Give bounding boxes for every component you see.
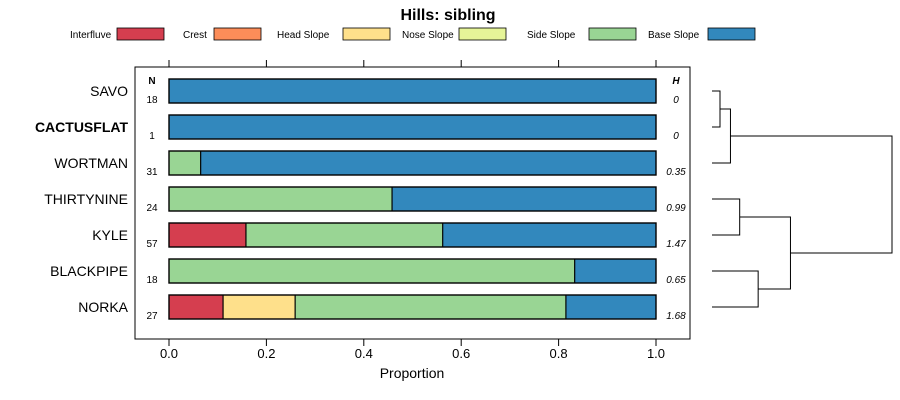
category-label-thirtynine: THIRTYNINE <box>44 191 128 207</box>
n-value-kyle: 57 <box>146 239 158 250</box>
x-tick-label: 1.0 <box>647 346 665 361</box>
category-label-blackpipe: BLACKPIPE <box>50 263 128 279</box>
h-value-savo: 0 <box>673 95 679 106</box>
bar-row-cactusflat: CACTUSFLAT 1 0 <box>35 114 679 142</box>
bar-segment-norka-interfluve <box>169 295 224 319</box>
legend-label-base-slope: Base Slope <box>648 30 700 41</box>
bar-segment-kyle-base-slope <box>442 223 656 247</box>
legend-label-side-slope: Side Slope <box>527 30 576 41</box>
h-value-thirtynine: 0.99 <box>666 203 686 214</box>
category-label-cactusflat: CACTUSFLAT <box>35 119 129 135</box>
bar-segment-thirtynine-side-slope <box>169 187 393 211</box>
x-tick-label: 0.8 <box>550 346 568 361</box>
legend-swatch-crest <box>213 27 262 41</box>
legend-swatch-base-slope <box>707 27 756 41</box>
x-tick-label: 0.0 <box>160 346 178 361</box>
bar-outline-wortman <box>168 150 657 176</box>
category-label-savo: SAVO <box>90 83 128 99</box>
dendrogram-branch <box>712 108 731 164</box>
bar-segment-wortman-base-slope <box>200 151 656 175</box>
bar-rows: SAVO 18 0 CACTUSFLAT 1 0 WORTMAN 31 0.35 THIRTYNI… <box>35 78 686 322</box>
n-value-cactusflat: 1 <box>149 131 155 142</box>
x-axis-label: Proportion <box>380 365 445 381</box>
bar-row-wortman: WORTMAN 31 0.35 <box>54 150 686 178</box>
h-value-cactusflat: 0 <box>673 131 679 142</box>
h-value-blackpipe: 0.65 <box>666 275 686 286</box>
bar-row-blackpipe: BLACKPIPE 18 0.65 <box>50 258 686 286</box>
bar-segment-norka-head-slope <box>223 295 296 319</box>
x-tick-label: 0.2 <box>257 346 275 361</box>
bar-segment-norka-base-slope <box>565 295 656 319</box>
bar-segment-wortman-side-slope <box>169 151 201 175</box>
bar-outline-thirtynine <box>168 186 657 212</box>
h-header: H <box>672 76 680 87</box>
bar-outline-norka <box>168 294 657 320</box>
bar-segment-savo-base-slope <box>169 79 656 103</box>
legend-swatch-head-slope <box>342 27 391 41</box>
legend-swatch-side-slope <box>588 27 637 41</box>
dendrogram-branch <box>730 135 893 254</box>
n-value-wortman: 31 <box>146 167 158 178</box>
bar-row-kyle: KYLE 57 1.47 <box>92 222 686 250</box>
legend-label-nose-slope: Nose Slope <box>402 30 454 41</box>
bar-row-thirtynine: THIRTYNINE 24 0.99 <box>44 186 686 214</box>
x-tick-label: 0.4 <box>355 346 373 361</box>
bar-outline-blackpipe <box>168 258 657 284</box>
dendrogram <box>712 90 893 308</box>
n-value-thirtynine: 24 <box>146 203 158 214</box>
chart-title: Hills: sibling <box>400 7 495 24</box>
legend-label-head-slope: Head Slope <box>277 30 330 41</box>
n-value-blackpipe: 18 <box>146 275 158 286</box>
h-value-norka: 1.68 <box>666 311 686 322</box>
dendrogram-branch <box>712 270 759 308</box>
h-value-kyle: 1.47 <box>666 239 686 250</box>
legend-label-interfluve: Interfluve <box>70 30 112 41</box>
dendrogram-branch <box>712 198 741 236</box>
n-header: N <box>148 76 155 87</box>
bar-segment-kyle-side-slope <box>245 223 443 247</box>
bar-outline-kyle <box>168 222 657 248</box>
n-value-norka: 27 <box>146 311 158 322</box>
legend: Interfluve Crest Head Slope Nose Slope Side … <box>70 27 756 41</box>
bar-row-norka: NORKA 27 1.68 <box>78 294 686 322</box>
category-label-norka: NORKA <box>78 299 128 315</box>
bar-segment-norka-side-slope <box>295 295 566 319</box>
bar-segment-cactusflat-base-slope <box>169 115 656 139</box>
bar-segment-thirtynine-base-slope <box>392 187 656 211</box>
bar-segment-blackpipe-side-slope <box>169 259 575 283</box>
plot-frame <box>134 66 691 340</box>
category-label-wortman: WORTMAN <box>54 155 128 171</box>
h-value-wortman: 0.35 <box>666 167 686 178</box>
x-tick-label: 0.6 <box>452 346 470 361</box>
x-axis: 0.0 0.2 0.4 0.6 0.8 1.0 <box>160 60 665 361</box>
bar-outline-savo <box>168 78 657 104</box>
legend-swatch-interfluve <box>116 27 165 41</box>
category-label-kyle: KYLE <box>92 227 128 243</box>
dendrogram-branch <box>739 216 791 290</box>
bar-segment-blackpipe-base-slope <box>574 259 656 283</box>
n-value-savo: 18 <box>146 95 158 106</box>
dendrogram-branch <box>712 90 721 128</box>
bar-segment-kyle-interfluve <box>169 223 246 247</box>
legend-swatch-nose-slope <box>458 27 507 41</box>
legend-label-crest: Crest <box>183 30 207 41</box>
bar-row-savo: SAVO 18 0 <box>90 78 679 106</box>
bar-outline-cactusflat <box>168 114 657 140</box>
